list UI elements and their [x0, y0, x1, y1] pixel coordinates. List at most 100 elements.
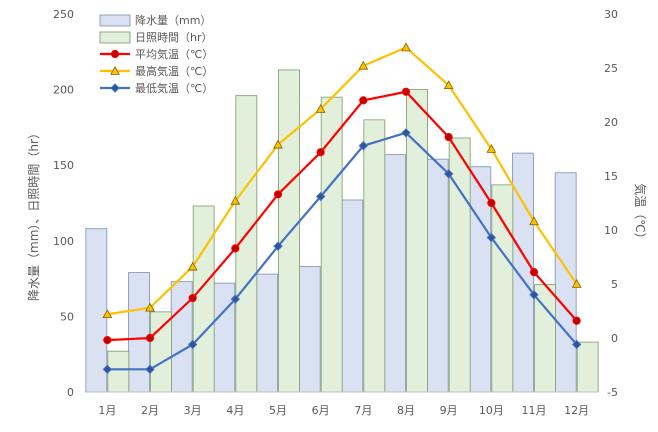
- lines-layer: [102, 42, 582, 375]
- avg-temp-point-10: [487, 198, 496, 208]
- min-temp-line: [107, 131, 578, 371]
- avg-temp-point-4: [231, 244, 240, 253]
- max-temp-point-4: [230, 195, 241, 205]
- sunshine-bar-7: [363, 119, 386, 393]
- sunshine-bar-12: [576, 341, 599, 393]
- legend-label-min-temp: 最低気温（℃）: [135, 81, 213, 95]
- max-temp-point-8: [401, 42, 411, 52]
- min-temp-point-9: [443, 169, 454, 179]
- precip-bar-5: [256, 273, 278, 393]
- legend-label-avg-temp: 平均気温（℃）: [135, 47, 213, 61]
- y-right-tick-6: 25: [604, 62, 618, 75]
- avg-temp-point-11: [529, 268, 539, 277]
- sunshine-bar-11: [534, 284, 556, 393]
- precip-bar-2: [128, 272, 150, 393]
- min-temp-point-12: [571, 339, 582, 350]
- y-right-tick-2: 5: [611, 278, 618, 291]
- x-tick-6: 6月: [312, 404, 330, 417]
- legend-label-sunshine: 日照時間（hr）: [135, 31, 213, 44]
- sunshine-bar-5: [278, 69, 300, 393]
- y-right-tick-0: -5: [607, 386, 618, 399]
- y-left-tick-1: 50: [60, 310, 74, 323]
- y-left-tick-4: 200: [53, 84, 74, 97]
- avg-temp-point-5: [273, 190, 283, 199]
- sunshine-bar-10: [491, 184, 514, 393]
- max-temp-point-3: [187, 261, 198, 271]
- y-right-tick-4: 15: [604, 170, 618, 183]
- x-tick-11: 11月: [522, 404, 547, 417]
- legend-marker-avg-temp: [110, 49, 120, 59]
- precip-bar-1: [85, 228, 108, 393]
- sunshine-bar-2: [150, 311, 172, 393]
- bars-layer: [85, 69, 599, 393]
- x-tick-1: 1月: [98, 404, 116, 417]
- x-tick-3: 3月: [184, 404, 202, 417]
- y-right-tick-3: 10: [604, 224, 618, 237]
- min-temp-point-2: [145, 364, 155, 375]
- min-temp-point-5: [273, 241, 283, 251]
- x-tick-2: 2月: [141, 404, 159, 417]
- avg-temp-point-6: [316, 148, 325, 157]
- precip-bar-8: [384, 154, 406, 393]
- precip-bar-6: [298, 266, 321, 393]
- min-temp-point-3: [187, 339, 198, 350]
- max-temp-point-1: [102, 309, 113, 319]
- avg-temp-point-3: [188, 293, 197, 303]
- min-temp-point-4: [230, 294, 241, 304]
- precip-bar-9: [426, 158, 449, 393]
- legend-marker-max-temp: [110, 65, 120, 75]
- y-right-axis-title: 気温（℃）: [633, 183, 648, 244]
- max-temp-point-7: [358, 60, 369, 70]
- y-left-axis-title: 降水量（mm）、日照時間（hr）: [27, 127, 41, 301]
- max-temp-line: [107, 46, 578, 316]
- min-temp-point-10: [486, 232, 497, 243]
- avg-temp-point-1: [103, 336, 112, 345]
- y-left-tick-2: 100: [53, 235, 74, 248]
- legend-swatch-precip: [99, 14, 131, 27]
- sunshine-bar-6: [320, 96, 343, 393]
- min-temp-point-6: [315, 191, 326, 202]
- avg-temp-point-2: [145, 333, 155, 343]
- precip-bar-12: [554, 172, 577, 393]
- legend-label-max-temp: 最高気温（℃）: [135, 64, 213, 78]
- legend: 降水量（mm） 日照時間（hr） 平均気温（℃） 最高気温（℃） 最低気温（℃）: [99, 13, 213, 95]
- x-tick-4: 4月: [226, 404, 244, 417]
- legend-swatch-sunshine: [99, 31, 131, 44]
- max-temp-point-5: [273, 139, 283, 149]
- ticks-layer: 0 50 100 150 200 250 -5 0 5 10 15 20 25 30 1月 2月 3月 4月 5月 6…: [53, 8, 618, 417]
- min-temp-point-8: [401, 128, 411, 138]
- avg-temp-line: [107, 90, 578, 342]
- avg-temp-point-8: [401, 87, 411, 96]
- avg-temp-point-9: [444, 133, 453, 142]
- min-temp-point-1: [102, 364, 113, 375]
- max-temp-point-2: [145, 302, 155, 312]
- y-left-tick-3: 150: [53, 159, 74, 172]
- avg-temp-point-12: [572, 316, 581, 325]
- precip-bar-7: [341, 199, 364, 393]
- legend-label-precip: 降水量（mm）: [135, 13, 211, 27]
- x-tick-10: 10月: [479, 404, 504, 417]
- max-temp-point-6: [315, 104, 326, 113]
- x-tick-5: 5月: [269, 404, 287, 417]
- x-tick-9: 9月: [440, 404, 458, 417]
- avg-temp-point-7: [359, 96, 368, 105]
- min-temp-point-11: [529, 290, 539, 300]
- y-right-tick-1: 0: [611, 332, 618, 345]
- sunshine-bar-1: [107, 350, 130, 393]
- legend-marker-min-temp: [110, 83, 120, 93]
- y-right-tick-5: 20: [604, 116, 618, 129]
- max-temp-point-12: [571, 278, 582, 288]
- max-temp-point-10: [486, 143, 497, 153]
- max-temp-point-11: [529, 216, 539, 226]
- x-tick-12: 12月: [564, 404, 589, 417]
- y-right-tick-7: 30: [604, 8, 618, 21]
- precip-bar-10: [469, 166, 492, 393]
- x-tick-8: 8月: [397, 404, 415, 417]
- y-left-tick-5: 250: [53, 8, 74, 21]
- min-temp-point-7: [358, 141, 369, 151]
- y-left-tick-0: 0: [67, 386, 74, 399]
- sunshine-bar-9: [448, 137, 471, 393]
- max-temp-point-9: [443, 80, 454, 90]
- x-tick-7: 7月: [354, 404, 372, 417]
